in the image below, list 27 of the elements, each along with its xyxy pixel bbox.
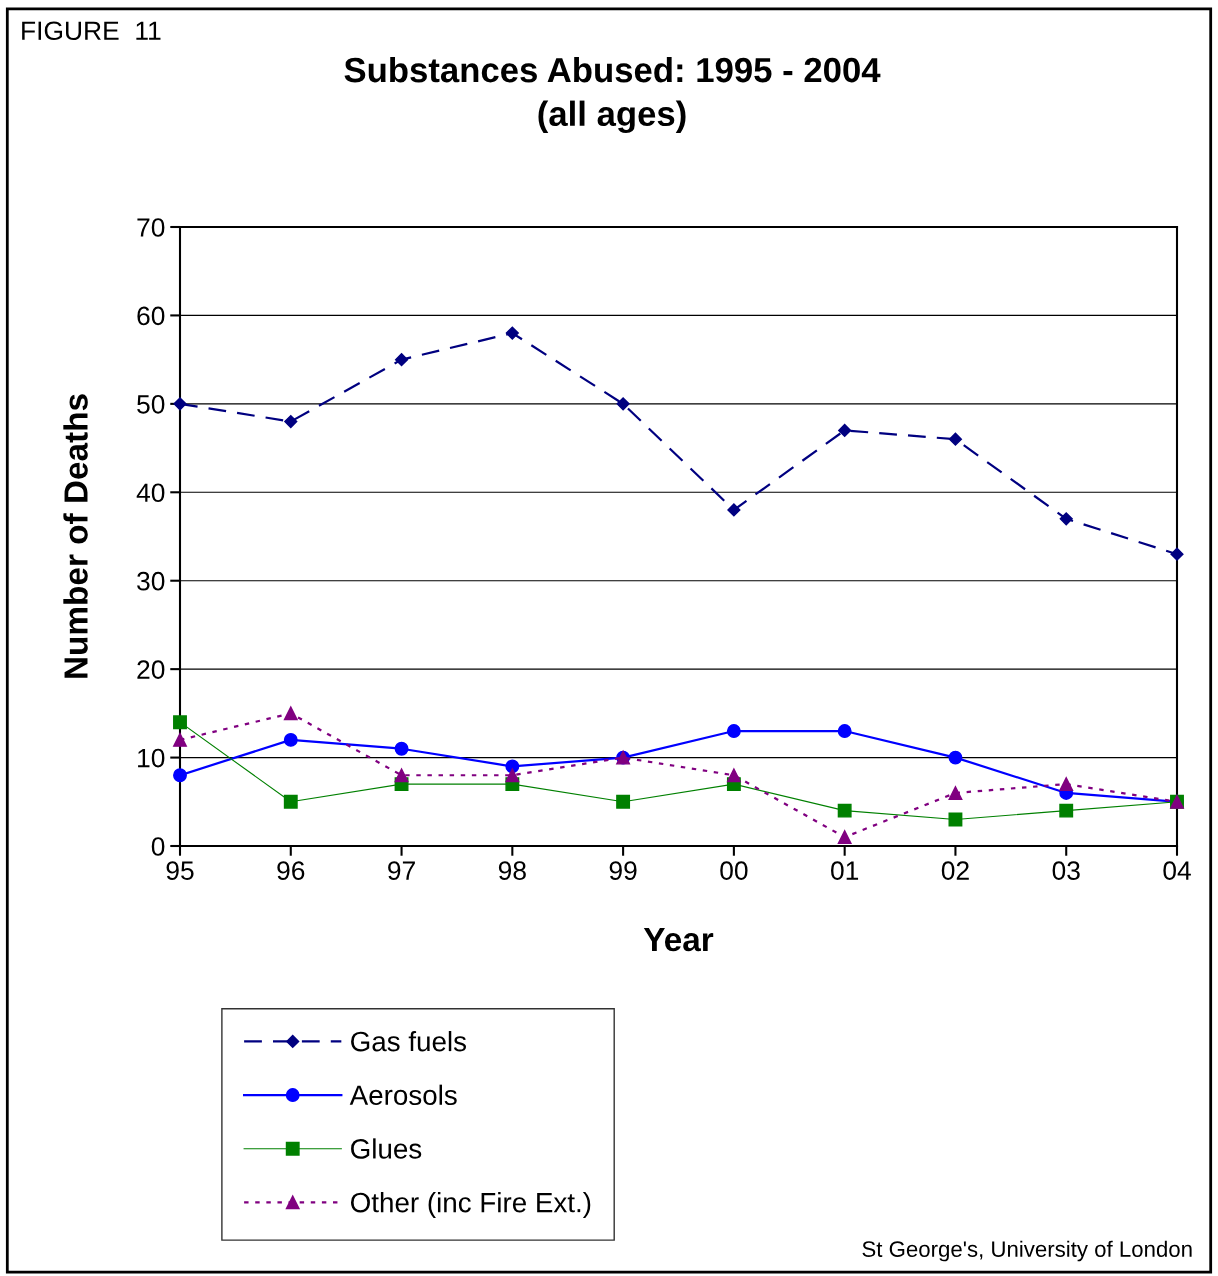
y-tick-label: 30 [137,571,165,591]
x-tick-label: 02 [941,861,969,880]
y-tick-label: 20 [137,660,165,679]
text: St George's, University of London [862,1240,1192,1262]
x-tick-label: 03 [1052,861,1080,880]
x-tick-label: 98 [498,861,526,880]
x-tick-label: 01 [831,861,859,880]
y-tick-label: 0 [151,837,165,856]
x-tick-label: 96 [277,861,305,880]
x-tick-label: 95 [166,861,194,880]
y-tick-label: 10 [138,748,165,768]
y-tick-label: 70 [137,218,165,237]
legend-label: Gas fuels [351,1030,466,1052]
x-tick-label: 00 [720,861,748,880]
caption: FIGURE 11 [22,21,161,41]
y-tick-label: 50 [137,394,165,414]
x-axis-title: Year [643,928,714,952]
x-tick-label: 99 [609,861,637,880]
legend-label: Glues [351,1138,422,1159]
y-tick-label: 40 [136,483,165,503]
x-tick-label: 04 [1163,861,1191,880]
legend-label: Aerosols [349,1084,457,1106]
y-axis-title: Number of Deaths [63,394,88,678]
chart-title: Substances Abused: 1995 - 2004 (all ages) [344,56,881,134]
x-tick-label: 97 [388,861,415,880]
y-tick-label: 60 [137,306,165,326]
legend-label: Other (inc Fire Ext.) [350,1191,591,1218]
